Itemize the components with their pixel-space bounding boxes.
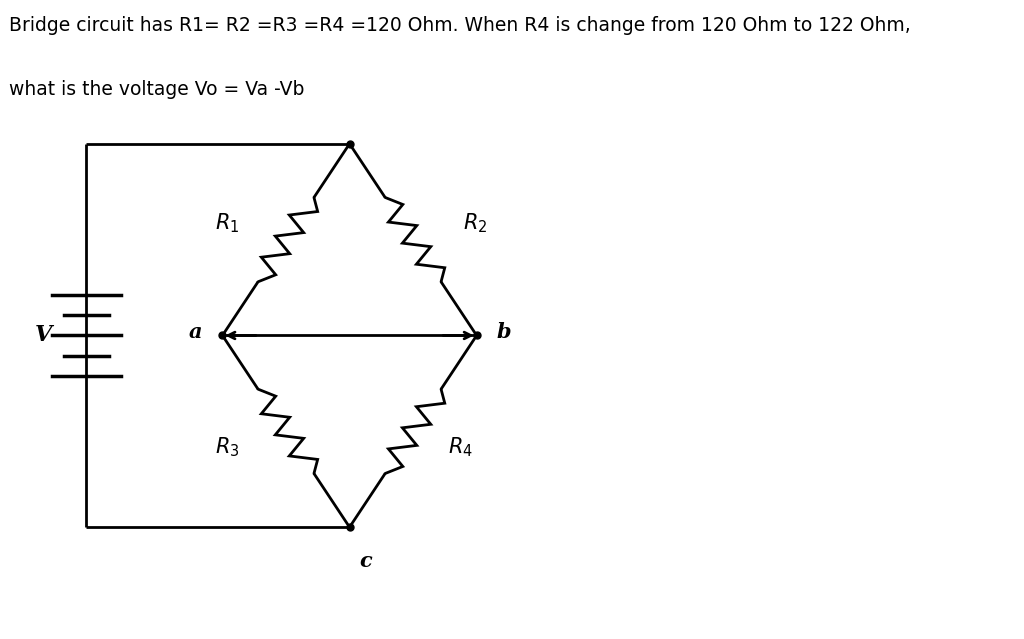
Text: $R_3$: $R_3$: [215, 436, 240, 459]
Text: $R_1$: $R_1$: [215, 212, 240, 235]
Text: what is the voltage Vo = Va -Vb: what is the voltage Vo = Va -Vb: [9, 80, 304, 99]
Text: b: b: [497, 322, 511, 343]
Text: V: V: [35, 325, 52, 346]
Text: a: a: [189, 322, 203, 343]
Text: c: c: [359, 551, 373, 571]
Text: $R_2$: $R_2$: [463, 212, 487, 235]
Text: Bridge circuit has R1= R2 =R3 =R4 =120 Ohm. When R4 is change from 120 Ohm to 12: Bridge circuit has R1= R2 =R3 =R4 =120 O…: [9, 16, 910, 35]
Text: $R_4$: $R_4$: [447, 436, 473, 459]
